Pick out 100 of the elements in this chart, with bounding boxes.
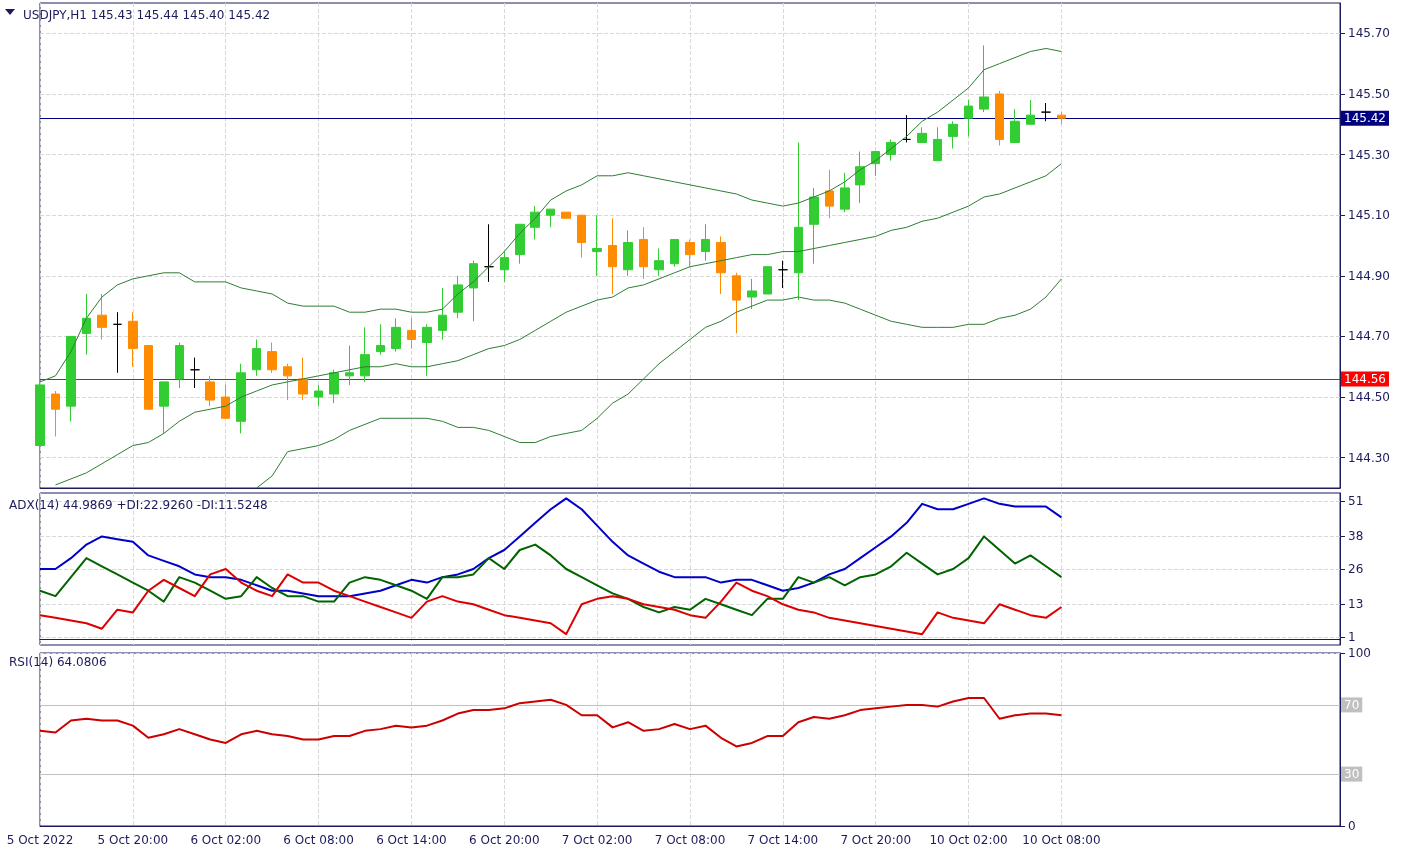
candlestick bbox=[917, 126, 927, 143]
candlestick bbox=[267, 342, 277, 374]
y-tick-label: 144.70 bbox=[1348, 329, 1390, 344]
candlestick bbox=[1010, 108, 1020, 143]
candlestick bbox=[252, 338, 261, 377]
ref-line-label: 30 bbox=[1344, 767, 1360, 782]
candlestick bbox=[407, 317, 416, 350]
candlestick bbox=[469, 260, 478, 322]
candlestick bbox=[1057, 111, 1066, 125]
candlestick bbox=[453, 275, 463, 319]
candlestick bbox=[82, 293, 91, 356]
candlestick bbox=[360, 326, 370, 383]
candlestick bbox=[670, 238, 679, 268]
x-tick-label: 10 Oct 02:00 bbox=[929, 833, 1008, 847]
y-tick-label: 145.10 bbox=[1348, 208, 1390, 223]
line-series bbox=[39, 47, 1062, 383]
candlestick bbox=[747, 278, 757, 310]
candlestick bbox=[484, 223, 494, 283]
candlestick bbox=[809, 187, 819, 265]
candlestick bbox=[732, 272, 741, 334]
x-tick-label: 5 Oct 2022 bbox=[6, 833, 74, 847]
x-tick-label: 6 Oct 08:00 bbox=[283, 833, 354, 847]
line-series bbox=[39, 696, 1063, 748]
candlestick bbox=[376, 323, 385, 356]
chart-title: ADX(14) 44.9869 +DI:22.9260 -DI:11.5248 bbox=[9, 498, 268, 512]
candlestick bbox=[794, 141, 803, 301]
candlestick bbox=[825, 169, 834, 219]
x-tick-label: 7 Oct 14:00 bbox=[747, 833, 819, 847]
candlestick bbox=[35, 381, 45, 456]
y-tick-label: 144.50 bbox=[1348, 390, 1390, 405]
candlestick bbox=[1026, 99, 1035, 125]
candlestick bbox=[1041, 102, 1051, 122]
candlestick bbox=[159, 381, 169, 434]
candlestick bbox=[933, 126, 942, 162]
candlestick bbox=[515, 223, 525, 265]
candlestick bbox=[314, 384, 323, 407]
candlestick bbox=[623, 229, 633, 277]
candlestick bbox=[608, 217, 617, 295]
candlestick bbox=[685, 238, 695, 268]
candlestick bbox=[654, 248, 664, 277]
candlestick bbox=[577, 214, 586, 259]
candlestick bbox=[995, 90, 1004, 146]
candlestick bbox=[592, 214, 602, 277]
candlestick bbox=[778, 260, 788, 289]
x-tick-label: 5 Oct 20:00 bbox=[97, 833, 169, 847]
candlestick bbox=[128, 311, 138, 368]
chart-title: RSI(14) 64.0806 bbox=[9, 655, 107, 669]
candlestick bbox=[175, 342, 184, 389]
candlestick bbox=[66, 335, 76, 422]
candlestick bbox=[391, 317, 401, 353]
y-tick-label: 0 bbox=[1348, 819, 1356, 833]
candlestick bbox=[438, 287, 447, 340]
candlestick bbox=[902, 114, 911, 143]
y-tick-label: 145.50 bbox=[1348, 86, 1390, 101]
candlestick bbox=[205, 375, 215, 407]
candlestick bbox=[97, 293, 107, 340]
y-tick-label: 100 bbox=[1348, 646, 1371, 660]
candlestick bbox=[236, 363, 246, 434]
y-tick-label: 51 bbox=[1348, 494, 1364, 509]
line-series bbox=[39, 535, 1063, 617]
line-series bbox=[39, 568, 1063, 636]
y-tick-label: 13 bbox=[1348, 597, 1364, 612]
candlestick bbox=[948, 120, 958, 149]
candlestick bbox=[871, 151, 880, 177]
candlestick bbox=[561, 211, 571, 219]
candlestick bbox=[113, 311, 122, 374]
candlestick bbox=[979, 44, 989, 113]
line-series bbox=[256, 278, 1062, 489]
candlestick bbox=[964, 99, 973, 137]
y-tick-label: 144.90 bbox=[1348, 268, 1390, 283]
x-tick-label: 7 Oct 20:00 bbox=[840, 833, 912, 847]
y-tick-label: 1 bbox=[1348, 629, 1356, 644]
x-tick-label: 6 Oct 20:00 bbox=[468, 833, 540, 847]
candlestick bbox=[716, 235, 726, 295]
candlestick bbox=[763, 266, 772, 295]
candlestick bbox=[855, 151, 865, 204]
ref-line-label: 70 bbox=[1344, 697, 1360, 712]
x-tick-label: 6 Oct 02:00 bbox=[190, 833, 262, 847]
line-series bbox=[54, 163, 1062, 486]
x-tick-label: 7 Oct 02:00 bbox=[561, 833, 633, 847]
candlestick bbox=[840, 172, 850, 213]
y-tick-label: 145.30 bbox=[1348, 147, 1390, 162]
candlestick bbox=[51, 390, 60, 437]
candlestick bbox=[144, 345, 153, 410]
candlestick bbox=[190, 357, 200, 389]
candlestick bbox=[546, 208, 555, 228]
y-tick-label: 38 bbox=[1348, 529, 1364, 544]
candlestick bbox=[298, 357, 308, 401]
candlestick bbox=[221, 384, 230, 419]
y-tick-label: 26 bbox=[1348, 562, 1364, 576]
candlestick bbox=[701, 223, 710, 262]
candlestick bbox=[283, 363, 292, 401]
candlestick bbox=[329, 369, 339, 404]
chart-title: USDJPY,H1 145.43 145.44 145.40 145.42 bbox=[23, 8, 271, 22]
x-tick-label: 10 Oct 08:00 bbox=[1022, 833, 1101, 847]
x-tick-label: 6 Oct 14:00 bbox=[376, 833, 447, 847]
x-tick-label: 7 Oct 08:00 bbox=[654, 833, 726, 847]
y-tick-label: 144.30 bbox=[1348, 450, 1390, 465]
ref-line-label: 144.56 bbox=[1344, 371, 1386, 386]
ref-line-label: 145.42 bbox=[1344, 111, 1386, 126]
